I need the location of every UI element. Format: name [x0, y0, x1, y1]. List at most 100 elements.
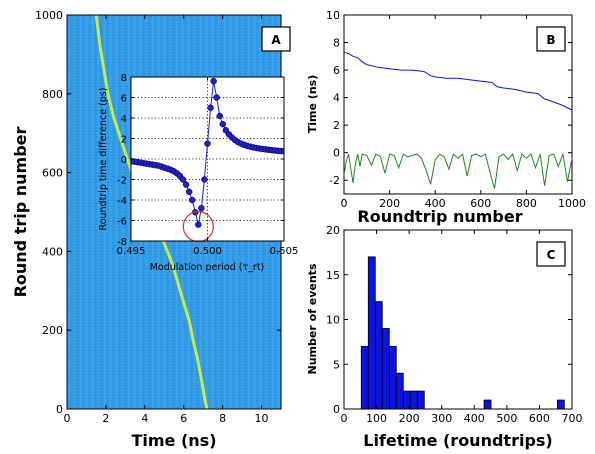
histogram-bar	[556, 399, 565, 410]
panel-b-ytick-label: -2	[329, 174, 340, 187]
panel-c-xtick-label: 300	[431, 412, 452, 425]
inset-ytick-label: 4	[121, 114, 127, 125]
panel-c: 0 100 200 300 400 500 600 700 0 5 10 15 20 Lifetime …	[306, 224, 583, 450]
panel-b-series-line	[343, 51, 573, 111]
histogram-bar	[409, 390, 418, 410]
inset-xtick-label: 0.495	[117, 246, 146, 257]
panel-a-ytick-label: 400	[42, 245, 63, 258]
panel-c-xtick-label: 200	[399, 412, 420, 425]
panel-c-xtick-label: 500	[496, 412, 517, 425]
inset-ytick-label: 2	[121, 135, 127, 146]
panel-c-xtick-label: 100	[366, 412, 387, 425]
minimum-highlight-circle	[182, 211, 214, 243]
panel-a-label-box	[261, 26, 291, 52]
inset-ytick-label: 6	[121, 94, 127, 105]
panel-a-label: A	[271, 33, 281, 47]
inset-marker	[213, 94, 220, 101]
panel-b-lines	[343, 51, 573, 189]
panel-a-xtick-label: 4	[141, 412, 148, 425]
panel-b-xtick-label: 800	[516, 197, 537, 210]
inset-marker	[216, 112, 223, 120]
panel-c-xtick-label: 0	[341, 412, 348, 425]
inset-xtick-label: 0.505	[270, 246, 299, 257]
panel-a-xtick-label: 2	[102, 412, 109, 425]
panel-a-ylabel: Round trip number	[11, 126, 30, 297]
histogram-bar	[374, 301, 383, 410]
inset-marker	[182, 181, 190, 188]
inset-marker	[195, 221, 202, 228]
inset-ylabel: Roundtrip time difference (ps)	[98, 88, 109, 231]
panel-a-xtick-label: 8	[219, 412, 226, 425]
panel-a-ticks: 0 2 4 6 8 10 0 200 400 600 800 1000	[35, 9, 281, 425]
panel-b-xtick-label: 0	[341, 197, 348, 210]
inset-ticks: 0.495 0.500 0.505 8 6 4 2 0 -2 -4 -6 -8	[117, 73, 299, 257]
panel-b-xtick-label: 200	[379, 197, 400, 210]
inset-ytick-label: 8	[121, 73, 127, 84]
inset-ytick-label: -2	[117, 176, 127, 187]
panel-a-ytick-label: 1000	[35, 9, 63, 22]
panel-b-xlabel: Roundtrip number	[357, 207, 522, 226]
panel-c-label-box	[536, 241, 566, 267]
inset-xlabel: Modulation period (τ_rt)	[150, 262, 265, 273]
inset-ytick-label: -6	[117, 217, 127, 228]
histogram-bar	[388, 345, 397, 410]
panel-c-ytick-label: 10	[326, 314, 340, 327]
inset-marker	[201, 176, 208, 183]
panel-a-xtick-label: 0	[64, 412, 71, 425]
panel-a-ytick-label: 0	[56, 403, 63, 416]
panel-b-ytick-label: 2	[333, 119, 340, 132]
panel-a-xtick-label: 6	[180, 412, 187, 425]
histogram-bar	[416, 390, 425, 410]
inset-marker	[280, 147, 284, 155]
panel-b-ylabel: Time (ns)	[306, 75, 319, 133]
panel-c-ytick-label: 0	[333, 403, 340, 416]
panel-b-ytick-label: 6	[333, 64, 340, 77]
panel-a-ytick-label: 600	[42, 167, 63, 180]
inset-marker	[188, 196, 196, 204]
panel-b-label-box	[536, 26, 566, 52]
panel-a: 0 2 4 6 8 10 0 200 400 600 800 1000 Time (ns) Round…	[11, 9, 298, 450]
panel-c-xtick-label: 700	[562, 412, 583, 425]
inset-marker	[210, 77, 217, 85]
inset-marker	[219, 120, 227, 128]
histogram-bar	[381, 328, 390, 410]
panel-b-xtick-label: 400	[425, 197, 446, 210]
histogram-bar	[395, 372, 404, 410]
panel-c-ytick-label: 5	[333, 358, 340, 371]
histogram-bar	[367, 256, 376, 410]
panel-c-ticks: 0 100 200 300 400 500 600 700 0 5 10 15 20	[326, 224, 583, 425]
inset-plot: 0.495 0.500 0.505 8 6 4 2 0 -2 -4 -6 -8 Modulation …	[98, 73, 298, 273]
panel-c-label: C	[547, 248, 556, 262]
panel-c-xlabel: Lifetime (roundtrips)	[363, 431, 552, 450]
panel-c-xtick-label: 600	[529, 412, 550, 425]
inset-ytick-label: 0	[121, 155, 127, 166]
panel-c-bars	[360, 256, 565, 410]
panel-b-ytick-label: 4	[333, 92, 340, 105]
panel-c-ytick-label: 20	[326, 224, 340, 237]
panel-b-xtick-label: 600	[470, 197, 491, 210]
panel-c-ylabel: Number of events	[306, 263, 319, 374]
inset-markers	[131, 77, 284, 228]
histogram-bar	[483, 399, 492, 410]
inset-marker	[204, 140, 211, 147]
inset-marker	[179, 176, 187, 183]
inset-xtick-label: 0.500	[193, 246, 222, 257]
inset-marker	[198, 204, 205, 212]
panel-b-xtick-label: 1000	[558, 197, 586, 210]
inset-marker	[207, 104, 214, 111]
panel-a-ytick-label: 200	[42, 324, 63, 337]
panel-a-ytick-label: 800	[42, 88, 63, 101]
inset-ytick-label: -4	[117, 196, 127, 207]
panel-a-xtick-label: 10	[255, 412, 269, 425]
inset-ytick-label: -8	[117, 237, 127, 248]
inset-marker	[185, 188, 193, 196]
panel-b-series-line	[343, 152, 573, 189]
panel-a-xlabel: Time (ns)	[131, 431, 216, 450]
panel-b-ytick-label: 0	[333, 147, 340, 160]
panel-c-ytick-label: 15	[326, 269, 340, 282]
panel-b-ytick-label: 10	[326, 9, 340, 22]
panel-b-label: B	[546, 33, 555, 47]
